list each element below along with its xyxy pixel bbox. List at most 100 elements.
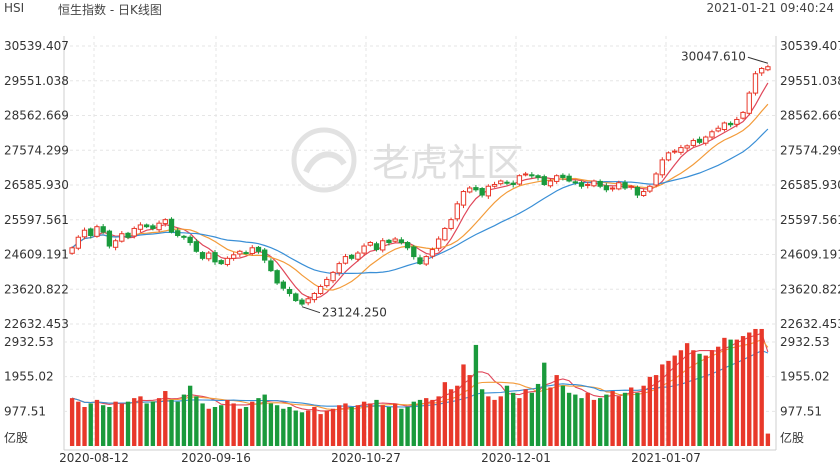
volume-bar: [324, 410, 329, 446]
candle-body: [454, 203, 460, 220]
volume-bar: [330, 408, 336, 446]
volume-bar: [306, 410, 311, 446]
candle-body: [305, 298, 311, 304]
candle-body: [100, 226, 106, 233]
volume-bar: [337, 405, 342, 446]
candle-body: [193, 241, 200, 252]
candle-body: [81, 229, 88, 238]
candle-body: [404, 242, 411, 249]
volume-bar: [554, 375, 559, 446]
candle-body: [442, 227, 448, 241]
volume-bar: [504, 385, 510, 446]
candle-body: [255, 246, 262, 252]
chart-header: HSI 恒生指数 - 日K线图 2021-01-21 09:40:24: [0, 0, 840, 17]
volume-bar: [243, 406, 249, 446]
watermark-text: 老虎社区: [372, 141, 524, 185]
price-tick-right: 30539.407: [780, 39, 840, 53]
volume-bar: [629, 387, 634, 446]
volume-bar: [293, 410, 298, 446]
date-tick: 2020-09-16: [181, 451, 251, 465]
tiger-logo: [291, 127, 357, 193]
candle-body: [485, 185, 492, 197]
candle-body: [448, 219, 454, 229]
volume-bar: [175, 401, 180, 446]
candle-body: [348, 254, 355, 259]
volume-bar: [747, 332, 752, 446]
volume-bar: [691, 350, 696, 446]
volume-bar: [597, 398, 603, 446]
volume-unit-right: 亿股: [780, 430, 804, 445]
candle-body: [274, 270, 280, 284]
volume-bar: [268, 403, 274, 446]
volume-bar: [200, 403, 205, 446]
candle-body: [547, 180, 554, 187]
candle-body: [112, 240, 119, 248]
volume-bar: [156, 398, 162, 446]
candle-body: [690, 140, 697, 146]
price-tick-right: 22632.453: [780, 317, 840, 331]
candle-body: [622, 182, 628, 189]
volume-bar: [622, 392, 628, 446]
volume-bar: [76, 401, 81, 446]
volume-bar: [237, 408, 243, 446]
volume-bar: [169, 399, 174, 446]
candle-body: [479, 188, 485, 196]
candle-body: [268, 260, 274, 272]
volume-bar: [181, 394, 187, 446]
volume-bar: [455, 385, 460, 446]
volume-bar: [392, 403, 398, 446]
candle-body: [740, 111, 746, 119]
volume-bar: [709, 350, 715, 446]
candle-body: [156, 222, 162, 231]
candle-body: [162, 219, 168, 225]
candle-body: [181, 235, 187, 238]
volume-bar: [144, 403, 149, 446]
candle-body: [168, 218, 175, 233]
volume-bar: [684, 343, 690, 446]
candle-body: [212, 252, 218, 263]
candle-body: [386, 239, 392, 244]
volume-bar: [678, 350, 684, 446]
volume-bar: [287, 406, 292, 446]
candle-body: [678, 147, 684, 153]
volume-bar: [647, 376, 653, 446]
candle-body: [125, 232, 131, 238]
volume-bar: [610, 391, 615, 446]
volume-bar: [486, 396, 491, 446]
volume-bar: [343, 403, 348, 446]
volume-bar: [250, 401, 255, 446]
symbol-label: HSI: [4, 1, 25, 15]
candle-body: [143, 224, 150, 228]
candle-body: [498, 180, 504, 185]
candle-body: [417, 257, 423, 265]
volume-bar: [361, 401, 367, 446]
volume-bar: [100, 405, 106, 446]
candle-body: [361, 245, 367, 254]
price-tick-left: 29551.038: [4, 74, 69, 88]
volume-bar: [467, 375, 472, 446]
price-tick-left: 24609.191: [4, 248, 69, 262]
volume-bar: [312, 406, 317, 446]
volume-bar: [69, 398, 75, 446]
volume-bar: [368, 403, 373, 446]
volume-bar: [262, 394, 267, 446]
candle-body: [262, 249, 268, 261]
candle-body: [553, 175, 560, 182]
price-tick-left: 28562.669: [4, 109, 69, 123]
candle-body: [585, 184, 591, 187]
volume-bar: [548, 387, 553, 446]
volume-bar: [765, 433, 771, 446]
grid: [63, 36, 777, 451]
candle-body: [665, 152, 672, 161]
volume-bar: [349, 406, 354, 446]
price-tick-left: 30539.407: [4, 39, 69, 53]
volume-bar: [107, 406, 112, 446]
candle-body: [535, 175, 541, 178]
volume-bar: [492, 399, 497, 446]
volume-bar: [591, 399, 597, 446]
candle-body: [591, 180, 597, 187]
candle-body: [330, 271, 336, 282]
volume-unit-left: 亿股: [4, 430, 28, 445]
candle-body: [342, 256, 349, 264]
